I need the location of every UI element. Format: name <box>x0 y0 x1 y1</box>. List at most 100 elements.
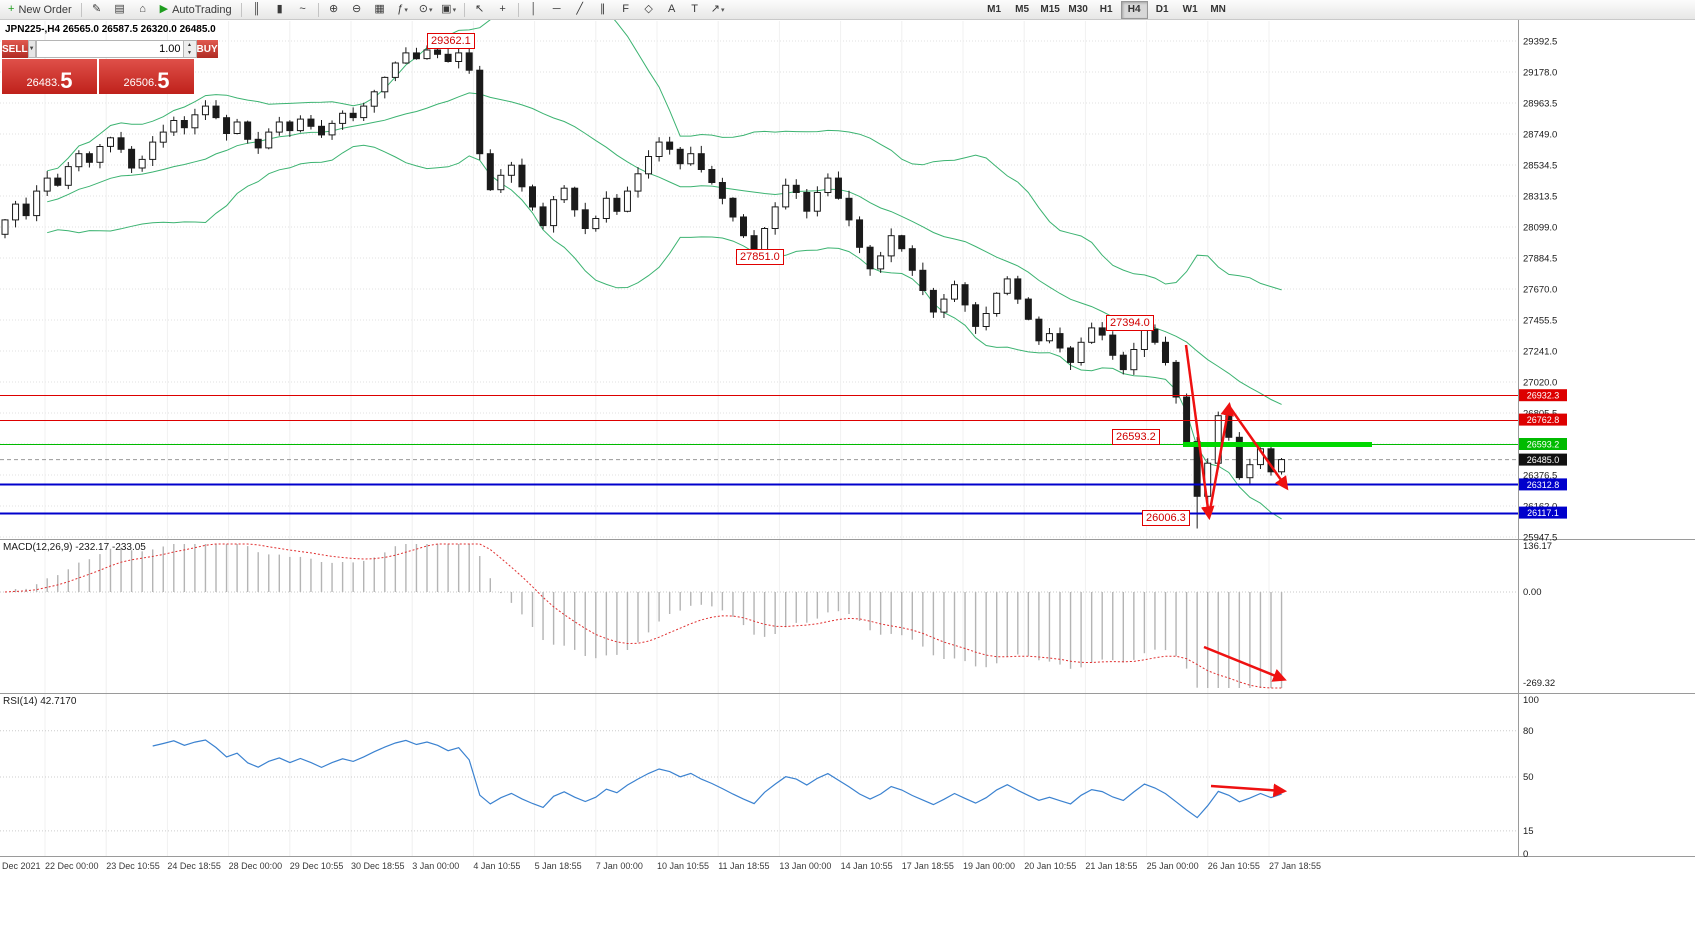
bar-chart-icon[interactable]: ║ <box>246 1 268 19</box>
svg-text:27020.0: 27020.0 <box>1523 378 1557 389</box>
cursor-icon[interactable]: ↖ <box>469 1 491 19</box>
new-order-button-label: New Order <box>18 3 72 16</box>
crosshair-icon[interactable]: + <box>492 1 514 19</box>
candlestick-chart-icon[interactable]: ▮ <box>269 1 291 19</box>
chart-svg[interactable]: 29392.5 29178.0 28963.5 28749.0 28534.5 28313… <box>0 20 1695 939</box>
svg-text:Dec 2021: Dec 2021 <box>2 861 41 871</box>
bollinger-bands <box>47 20 1282 520</box>
arrows-tool-icon[interactable]: ↗ ▾ <box>707 1 729 19</box>
autotrading-button[interactable]: ▶ AutoTrading <box>155 1 237 19</box>
trendline-icon[interactable]: ╱ <box>569 1 591 19</box>
price-axis[interactable]: 29392.5 29178.0 28963.5 28749.0 28534.5 28313… <box>1523 37 1557 544</box>
line-chart-icon: ~ <box>299 3 306 15</box>
dropdown-caret-icon: ▾ <box>404 6 408 14</box>
label-icon: T <box>691 3 698 15</box>
svg-text:26485.0: 26485.0 <box>1527 455 1560 465</box>
shapes-icon[interactable]: ◇ <box>638 1 660 19</box>
level-lines[interactable] <box>0 395 1518 515</box>
svg-text:7 Jan 00:00: 7 Jan 00:00 <box>596 861 643 871</box>
svg-text:27455.5: 27455.5 <box>1523 316 1557 327</box>
navigator-icon[interactable]: ⌂ <box>132 1 154 19</box>
sell-button[interactable]: SELL <box>2 40 28 58</box>
autotrading-button-label: AutoTrading <box>172 3 232 16</box>
svg-text:0: 0 <box>1523 849 1528 860</box>
svg-text:20 Jan 10:55: 20 Jan 10:55 <box>1024 861 1076 871</box>
svg-text:28534.5: 28534.5 <box>1523 161 1557 172</box>
sell-price-display[interactable]: 26483. 5 <box>2 59 97 94</box>
arrows-tool-icon: ↗ <box>710 3 720 15</box>
fibonacci-icon: F <box>622 3 629 15</box>
price-callout[interactable]: 26006.3 <box>1142 510 1190 526</box>
volume-stepper[interactable]: ▲ ▼ <box>182 41 196 57</box>
volume-up-icon[interactable]: ▲ <box>183 41 196 49</box>
timeframe-button-h4[interactable]: H4 <box>1120 0 1148 19</box>
volume-down-icon[interactable]: ▼ <box>183 49 196 57</box>
macd-axis[interactable]: 136.17 0.00 -269.32 <box>1523 541 1555 689</box>
templates-icon: ▣ <box>441 3 452 15</box>
dropdown-caret-icon: ▾ <box>428 6 433 14</box>
buy-button[interactable]: BUY <box>196 40 218 58</box>
fibonacci-icon[interactable]: F <box>615 1 637 19</box>
buy-price-display[interactable]: 26506. 5 <box>99 59 194 94</box>
templates-icon[interactable]: ▣ ▾ <box>438 1 460 19</box>
new-order-icon: + <box>8 3 15 15</box>
timeframe-button-m5[interactable]: M5 <box>1015 4 1030 15</box>
svg-text:30 Dec 18:55: 30 Dec 18:55 <box>351 861 405 871</box>
svg-text:27 Jan 18:55: 27 Jan 18:55 <box>1269 861 1321 871</box>
svg-text:26117.1: 26117.1 <box>1527 508 1559 518</box>
volume-input[interactable] <box>36 41 183 57</box>
toolbar-separator <box>463 2 465 17</box>
equidistant-channel-icon: ∥ <box>599 3 606 15</box>
crosshair-icon: + <box>499 3 506 15</box>
timeframe-button-m15[interactable]: M15 <box>1040 4 1060 15</box>
trendline-icon: ╱ <box>576 3 583 15</box>
timeframe-button-w1[interactable]: W1 <box>1182 4 1198 15</box>
indicators-icon[interactable]: ƒ ▾ <box>392 1 414 19</box>
svg-text:26932.3: 26932.3 <box>1527 391 1560 401</box>
label-icon[interactable]: T <box>684 1 706 19</box>
buy-price-main: 26506. <box>123 77 158 89</box>
timeframe-button-d1[interactable]: D1 <box>1155 4 1169 15</box>
periods-icon[interactable]: ⊙ ▾ <box>415 1 437 19</box>
timeframe-button-h1[interactable]: H1 <box>1099 4 1113 15</box>
price-callout[interactable]: 27394.0 <box>1106 315 1154 331</box>
periods-icon: ⊙ <box>418 3 428 15</box>
svg-text:28963.5: 28963.5 <box>1523 99 1557 110</box>
rsi-label: RSI(14) 42.7170 <box>3 696 77 707</box>
rsi-axis[interactable]: 100 80 50 15 0 <box>1523 695 1539 860</box>
tile-windows-icon: ▦ <box>374 3 385 15</box>
market-watch-icon[interactable]: ▤ <box>109 1 131 19</box>
svg-text:3 Jan 00:00: 3 Jan 00:00 <box>412 861 459 871</box>
timeframe-button-mn[interactable]: MN <box>1210 4 1226 15</box>
toolbar-separator <box>240 2 242 17</box>
tile-windows-icon[interactable]: ▦ <box>369 1 391 19</box>
trend-arrows[interactable] <box>1184 344 1289 798</box>
new-order-button[interactable]: + New Order <box>3 1 77 19</box>
svg-text:28749.0: 28749.0 <box>1523 130 1557 141</box>
price-callout[interactable]: 27851.0 <box>736 249 784 265</box>
zoom-out-icon[interactable]: ⊖ <box>346 1 368 19</box>
text-icon[interactable]: A <box>661 1 683 19</box>
svg-text:13 Jan 00:00: 13 Jan 00:00 <box>779 861 831 871</box>
timeframe-button-m1[interactable]: M1 <box>987 4 1002 15</box>
price-callout[interactable]: 29362.1 <box>427 33 475 49</box>
vertical-line-icon[interactable]: │ <box>523 1 545 19</box>
one-click-top-row: SELL ▼ ▲ ▼ BUY <box>2 40 218 58</box>
timeframe-button-m30[interactable]: M30 <box>1068 4 1088 15</box>
zoom-in-icon[interactable]: ⊕ <box>323 1 345 19</box>
price-callout[interactable]: 26593.2 <box>1112 429 1160 445</box>
line-chart-icon[interactable]: ~ <box>292 1 314 19</box>
thick-level-segment[interactable] <box>1183 442 1372 447</box>
svg-text:28313.5: 28313.5 <box>1523 192 1557 203</box>
svg-text:25947.5: 25947.5 <box>1523 533 1557 544</box>
equidistant-channel-icon[interactable]: ∥ <box>592 1 614 19</box>
candlestick-chart-icon: ▮ <box>276 3 283 15</box>
time-axis[interactable]: Dec 2021 22 Dec 00:00 23 Dec 10:55 24 Dec 1… <box>2 861 1321 871</box>
volume-dropdown-button[interactable]: ▼ <box>27 40 36 58</box>
horizontal-line-icon[interactable]: ─ <box>546 1 568 19</box>
toolbar-separator <box>317 2 319 17</box>
metaeditor-icon[interactable]: ✎ <box>86 1 108 19</box>
svg-text:-269.32: -269.32 <box>1523 678 1555 689</box>
